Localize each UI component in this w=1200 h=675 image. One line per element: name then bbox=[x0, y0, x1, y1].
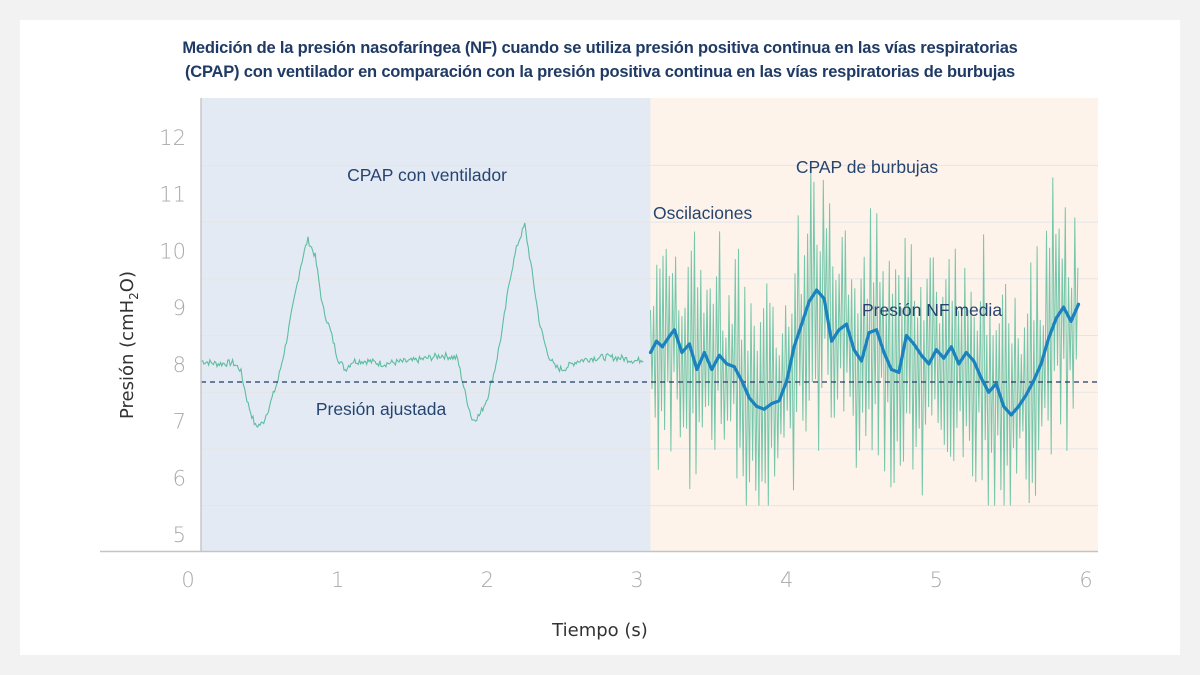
mean-pressure-point bbox=[648, 351, 652, 355]
x-tick-label: 1 bbox=[331, 568, 344, 592]
x-tick-label: 0 bbox=[181, 568, 194, 592]
mean-pressure-point bbox=[874, 328, 878, 332]
mean-pressure-point bbox=[964, 351, 968, 355]
mean-pressure-point bbox=[654, 339, 658, 343]
mean-pressure-point bbox=[732, 365, 736, 369]
mean-pressure-point bbox=[717, 353, 721, 357]
x-axis-title: Tiempo (s) bbox=[551, 620, 648, 641]
y-tick-label: 11 bbox=[159, 183, 186, 207]
annotation-ventilator: CPAP con ventilador bbox=[347, 165, 507, 185]
mean-pressure-point bbox=[957, 362, 961, 366]
mean-pressure-point bbox=[942, 356, 946, 360]
mean-pressure-point bbox=[702, 351, 706, 355]
mean-pressure-point bbox=[987, 390, 991, 394]
x-tick-label: 3 bbox=[630, 568, 643, 592]
mean-pressure-point bbox=[725, 362, 729, 366]
y-axis-title-subscript: 2 bbox=[127, 292, 141, 300]
mean-pressure-point bbox=[837, 328, 841, 332]
mean-pressure-point bbox=[710, 368, 714, 372]
y-axis-title-main: Presión (cmH bbox=[117, 300, 138, 419]
y-axis-title-end: O) bbox=[117, 271, 138, 292]
chart-title-line-2: (CPAP) con ventilador en comparación con… bbox=[184, 63, 1016, 81]
mean-pressure-point bbox=[979, 376, 983, 380]
y-axis-title-text: Presión (cmH2O) bbox=[117, 271, 141, 419]
mean-pressure-point bbox=[867, 331, 871, 335]
chart-title-line-1: Medición de la presión nasofaríngea (NF)… bbox=[182, 39, 1018, 57]
mean-pressure-point bbox=[1062, 305, 1066, 309]
y-tick-label: 9 bbox=[173, 296, 186, 320]
mean-pressure-point bbox=[934, 348, 938, 352]
mean-pressure-point bbox=[1024, 393, 1028, 397]
mean-pressure-point bbox=[660, 345, 664, 349]
ventilator-trace bbox=[201, 222, 644, 429]
bubble-oscillation-trace bbox=[650, 166, 1079, 506]
mean-pressure-point bbox=[904, 334, 908, 337]
mean-pressure-point bbox=[845, 322, 849, 326]
mean-pressure-point bbox=[889, 368, 893, 372]
mean-pressure-point bbox=[747, 396, 751, 400]
mean-pressure-point bbox=[672, 328, 676, 332]
mean-pressure-point bbox=[807, 299, 811, 303]
annotation-bubble: CPAP de burbujas bbox=[796, 157, 939, 177]
mean-pressure-point bbox=[897, 370, 901, 374]
x-tick-label: 2 bbox=[481, 568, 494, 592]
x-tick-label: 6 bbox=[1079, 568, 1092, 592]
mean-pressure-point bbox=[1069, 319, 1073, 323]
mean-pressure-point bbox=[912, 342, 916, 346]
mean-pressure-point bbox=[882, 351, 886, 355]
y-tick-label: 10 bbox=[159, 239, 186, 263]
mean-pressure-point bbox=[860, 359, 863, 363]
mean-pressure-point bbox=[755, 404, 759, 408]
mean-pressure-point bbox=[1002, 404, 1006, 408]
plot-lines bbox=[201, 166, 1098, 506]
chart-title: Medición de la presión nasofaríngea (NF)… bbox=[0, 36, 1200, 84]
mean-pressure-point bbox=[949, 345, 953, 349]
y-tick-label: 7 bbox=[173, 410, 186, 434]
mean-pressure-point bbox=[830, 339, 834, 343]
mean-pressure-point bbox=[919, 353, 923, 357]
y-tick-label: 12 bbox=[159, 126, 186, 150]
mean-pressure-point bbox=[680, 351, 684, 355]
y-tick-label: 5 bbox=[173, 523, 186, 547]
mean-pressure-point bbox=[740, 379, 744, 383]
mean-pressure-point bbox=[815, 288, 819, 292]
regions bbox=[201, 98, 1098, 551]
y-tick-label: 6 bbox=[173, 466, 186, 490]
mean-pressure-point bbox=[1054, 316, 1058, 320]
mean-pressure-point bbox=[762, 407, 766, 411]
mean-pressure-point bbox=[1032, 379, 1036, 383]
x-tick-label: 4 bbox=[780, 568, 793, 592]
mean-pressure-point bbox=[1009, 413, 1013, 417]
mean-pressure-point bbox=[668, 334, 672, 337]
axes bbox=[100, 98, 1098, 553]
mean-pressure-point bbox=[1077, 302, 1081, 306]
mean-pressure-point bbox=[822, 297, 826, 301]
x-tick-label: 5 bbox=[930, 568, 943, 592]
annotation-set-pressure: Presión ajustada bbox=[316, 399, 447, 419]
mean-pressure-point bbox=[994, 382, 998, 386]
mean-pressure-point bbox=[800, 322, 804, 326]
mean-pressure-point bbox=[687, 342, 691, 346]
mean-pressure-point bbox=[852, 348, 856, 352]
annotation-mean-pressure: Presión NF media bbox=[862, 300, 1002, 320]
mean-pressure-point bbox=[1039, 362, 1043, 366]
mean-pressure-point bbox=[1017, 404, 1021, 408]
mean-pressure-point bbox=[770, 402, 774, 406]
region-ventilator bbox=[201, 98, 651, 551]
mean-pressure-point bbox=[927, 362, 931, 366]
mean-pressure-point bbox=[777, 399, 781, 403]
annotation-oscillations: Oscilaciones bbox=[653, 203, 752, 223]
mean-pressure-point bbox=[972, 359, 976, 363]
mean-pressure-point bbox=[695, 368, 699, 372]
y-axis-title: Presión (cmH2O) bbox=[117, 271, 141, 419]
y-tick-label: 8 bbox=[173, 353, 186, 377]
mean-pressure-point bbox=[792, 345, 796, 349]
mean-pressure-point bbox=[785, 379, 789, 383]
gridlines bbox=[201, 164, 1098, 507]
mean-pressure-point bbox=[1047, 336, 1051, 340]
